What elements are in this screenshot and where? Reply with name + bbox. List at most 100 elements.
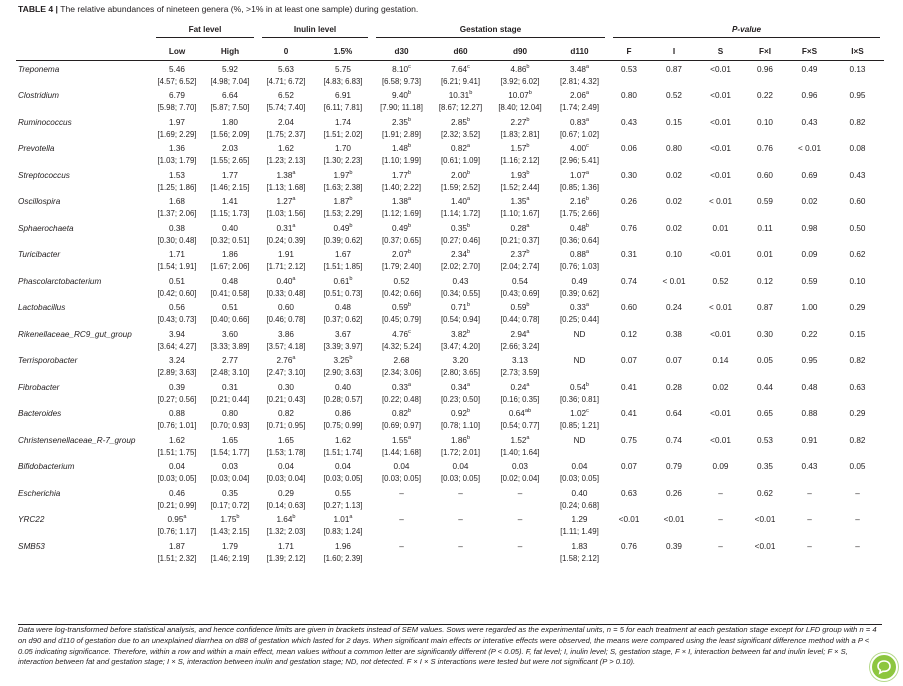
significance-letter: c	[408, 63, 411, 70]
genus-name: Sphaerochaeta	[18, 223, 74, 233]
significance-letter: b	[407, 408, 412, 415]
ci-blank	[16, 288, 152, 300]
ci-cell	[742, 473, 788, 485]
value-text: 1.52	[510, 435, 527, 445]
value-cell: <0.01	[699, 61, 742, 76]
ci-cell: [0.37; 0.65]	[382, 235, 422, 245]
ci-cell: [0.21; 0.43]	[266, 394, 306, 404]
value-cell: 0.02	[649, 194, 699, 209]
value-cell: 0.38	[152, 220, 202, 235]
value-text: ND	[573, 435, 586, 445]
value-cell: 0.49	[788, 61, 831, 76]
ci-cell	[742, 447, 788, 459]
value-text: 0.59	[510, 303, 527, 313]
col-p-fxi-header: F×I	[758, 46, 772, 56]
value-text: 2.77	[222, 356, 238, 366]
ci-cell	[831, 102, 884, 114]
value-text: 0.06	[621, 144, 637, 154]
value-text: <0.01	[710, 117, 731, 127]
value-text: 0.53	[621, 64, 637, 74]
ci-cell	[649, 341, 699, 353]
value-cell: 0.33a	[372, 379, 431, 394]
value-text: 0.15	[666, 117, 682, 127]
value-cell: 1.38a	[258, 167, 314, 182]
significance-letter: c	[586, 408, 589, 415]
value-cell: <0.01	[742, 538, 788, 553]
value-text: 0.49	[333, 223, 350, 233]
value-text: 0.75	[621, 435, 637, 445]
ci-cell	[649, 420, 699, 432]
value-text: 0.86	[335, 409, 351, 419]
value-cell: 0.12	[609, 326, 649, 341]
ci-cell	[649, 76, 699, 88]
ci-cell: [1.11; 1.49]	[560, 527, 599, 536]
ci-cell: [2.89; 3.63]	[157, 368, 197, 377]
value-cell: 0.82	[831, 353, 884, 368]
value-text: 0.40	[335, 382, 351, 392]
value-text: 0.02	[712, 382, 729, 392]
ci-cell: [1.72; 2.01]	[441, 447, 481, 457]
value-text: 0.04	[393, 462, 410, 472]
ci-cell	[742, 261, 788, 273]
value-cell: 0.82b	[372, 406, 431, 421]
value-cell: 0.35	[202, 485, 258, 500]
col-p-i-header: I	[672, 46, 676, 56]
value-text: 1.40	[450, 197, 467, 207]
value-text: 0.96	[757, 64, 773, 74]
value-text: 0.83	[569, 117, 586, 127]
table-row: Clostridium 6.79 6.64 6.52 6.91 9.40b 10.31b 10…	[16, 88, 884, 103]
genus-name: Escherichia	[18, 488, 61, 498]
significance-letter: b	[407, 143, 412, 150]
value-cell: 0.12	[742, 273, 788, 288]
ci-cell: [0.23; 0.50]	[441, 394, 481, 404]
significance-letter: b	[585, 196, 590, 203]
ci-cell	[609, 473, 649, 485]
ci-cell: [2.73; 3.59]	[500, 368, 540, 377]
ci-cell	[742, 420, 788, 432]
significance-letter: a	[526, 381, 530, 388]
ci-cell: [0.21; 0.37]	[500, 235, 540, 245]
value-cell: 1.62	[314, 432, 372, 447]
ci-cell	[788, 208, 831, 220]
value-cell: 0.29	[831, 406, 884, 421]
header-blank	[16, 23, 152, 41]
ci-cell	[788, 553, 831, 565]
value-cell: –	[490, 512, 550, 527]
value-text: ND	[573, 329, 586, 339]
ci-blank	[16, 420, 152, 432]
ci-cell: [1.16; 2.12]	[500, 156, 540, 165]
ci-cell: [8.40; 12.04]	[498, 103, 542, 112]
significance-letter: a	[292, 222, 296, 229]
value-cell: 1.67	[314, 247, 372, 262]
ci-cell: [0.70; 0.93]	[210, 421, 250, 430]
significance-letter: a	[526, 222, 530, 229]
ci-cell	[649, 288, 699, 300]
value-cell: 10.31b	[431, 88, 490, 103]
value-cell: 2.76a	[258, 353, 314, 368]
value-cell: 1.27a	[258, 194, 314, 209]
chat-bubble-icon[interactable]	[870, 653, 898, 681]
table-caption: TABLE 4 | The relative abundances of nin…	[18, 4, 418, 14]
ci-cell: [1.55; 2.65]	[210, 156, 250, 165]
table-row: Streptococcus 1.53 1.77 1.38a 1.97b 1.77b 2.00…	[16, 167, 884, 182]
value-text: –	[399, 541, 404, 551]
value-text: 1.96	[335, 541, 351, 551]
value-text: 0.02	[666, 223, 682, 233]
ci-cell: [1.52; 2.44]	[500, 182, 540, 192]
value-cell: –	[699, 538, 742, 553]
value-cell: 0.48	[314, 300, 372, 315]
ci-cell: [1.10; 1.99]	[382, 156, 422, 165]
significance-letter: b	[466, 434, 471, 441]
significance-letter: a	[292, 275, 296, 282]
value-text: 2.27	[510, 117, 527, 127]
value-text: 2.00	[450, 170, 467, 180]
value-text: 0.10	[666, 250, 682, 260]
value-cell: 0.43	[431, 273, 490, 288]
value-text: <0.01	[618, 515, 640, 525]
value-cell: 3.86	[258, 326, 314, 341]
ci-cell	[831, 341, 884, 353]
ci-cell	[699, 553, 742, 565]
value-text: 2.76	[276, 356, 293, 366]
value-text: 0.12	[621, 329, 637, 339]
value-text: <0.01	[754, 541, 776, 551]
